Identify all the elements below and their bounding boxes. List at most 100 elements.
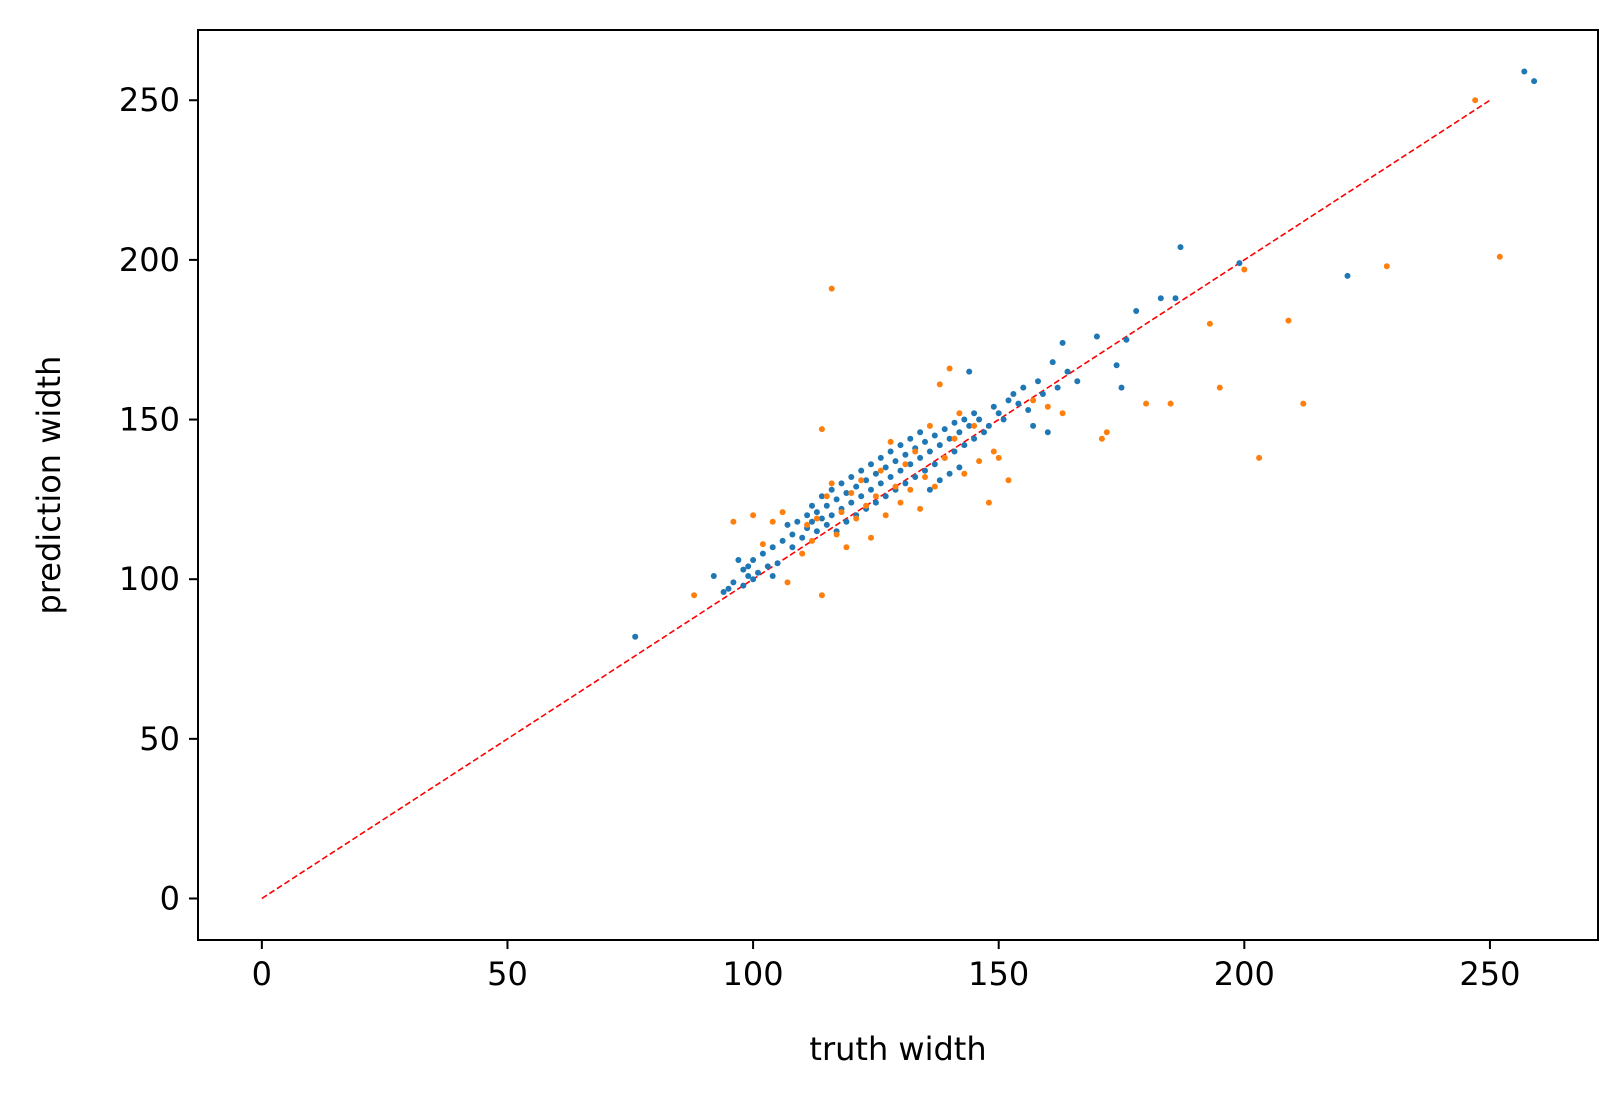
data-point (971, 410, 978, 417)
data-point (882, 512, 889, 519)
data-point (1020, 384, 1027, 391)
y-tick-label: 100 (119, 560, 180, 598)
x-tick-label: 100 (723, 955, 784, 993)
data-point (818, 493, 825, 500)
data-point (936, 381, 943, 388)
data-point (804, 521, 811, 528)
data-point (931, 483, 938, 490)
data-point (740, 566, 747, 573)
data-point (745, 573, 752, 579)
data-point (1123, 336, 1130, 343)
data-point (872, 499, 879, 506)
data-point (887, 438, 894, 445)
data-point (956, 429, 963, 436)
data-point (858, 467, 865, 474)
data-point (794, 518, 801, 525)
data-point (1157, 295, 1164, 302)
data-point (823, 502, 830, 509)
data-point (926, 486, 933, 493)
data-point (902, 451, 909, 458)
series-2 (691, 97, 1503, 599)
data-point (912, 448, 919, 455)
data-point (809, 537, 815, 544)
data-point (691, 592, 698, 599)
data-point (858, 477, 865, 484)
data-point (779, 537, 786, 544)
data-point (1093, 333, 1100, 340)
data-point (1118, 384, 1125, 391)
data-point (828, 285, 835, 292)
data-point (887, 474, 894, 480)
data-point (750, 512, 757, 519)
reference-line-layer (261, 99, 1491, 900)
data-point (907, 435, 914, 442)
data-point (823, 521, 830, 528)
x-axis: 0 50 100 150 200 250 (252, 940, 1520, 993)
data-point (872, 470, 879, 477)
data-point (926, 448, 933, 455)
data-point (971, 422, 978, 429)
data-point (882, 493, 889, 500)
data-point (710, 573, 717, 579)
data-point (990, 448, 997, 455)
points-layer (632, 68, 1538, 640)
data-point (789, 544, 796, 551)
data-point (1177, 244, 1184, 251)
data-point (1521, 68, 1528, 75)
data-point (985, 499, 992, 506)
data-point (936, 477, 943, 484)
data-point (769, 518, 776, 525)
data-point (907, 486, 914, 493)
data-point (990, 403, 997, 410)
data-point (1044, 429, 1051, 436)
data-point (759, 550, 766, 557)
data-point (632, 633, 639, 640)
data-point (966, 422, 973, 429)
data-point (725, 585, 732, 592)
y-tick-label: 250 (119, 81, 180, 119)
data-point (877, 467, 884, 474)
data-point (1344, 272, 1351, 279)
data-point (843, 518, 850, 525)
data-point (961, 416, 968, 423)
data-point (804, 512, 811, 519)
data-point (863, 502, 870, 509)
data-point (1015, 400, 1022, 407)
data-point (1059, 410, 1066, 417)
data-point (976, 458, 983, 465)
data-point (961, 470, 968, 477)
data-point (745, 563, 752, 570)
data-point (946, 365, 953, 372)
data-point (897, 499, 904, 506)
data-point (892, 483, 899, 490)
data-point (956, 410, 963, 417)
data-point (936, 442, 943, 449)
data-point (941, 426, 948, 433)
data-point (1143, 400, 1150, 407)
data-point (951, 435, 958, 442)
data-point (769, 573, 776, 579)
data-point (838, 480, 845, 487)
data-point (926, 422, 933, 429)
data-point (1059, 339, 1066, 346)
data-point (976, 416, 983, 423)
data-point (853, 483, 860, 490)
data-point (828, 486, 835, 493)
data-point (882, 464, 889, 471)
data-point (818, 426, 825, 433)
data-point (789, 531, 796, 538)
data-point (1206, 320, 1213, 327)
data-point (755, 569, 761, 576)
data-point (784, 579, 791, 586)
data-point (1300, 400, 1307, 407)
data-point (892, 458, 899, 465)
data-point (931, 461, 938, 468)
y-axis-label: prediction width (30, 356, 68, 615)
data-point (912, 474, 919, 480)
data-point (843, 544, 850, 551)
data-point (809, 502, 815, 509)
data-point (877, 454, 884, 461)
data-point (902, 461, 909, 468)
data-point (1103, 429, 1110, 436)
